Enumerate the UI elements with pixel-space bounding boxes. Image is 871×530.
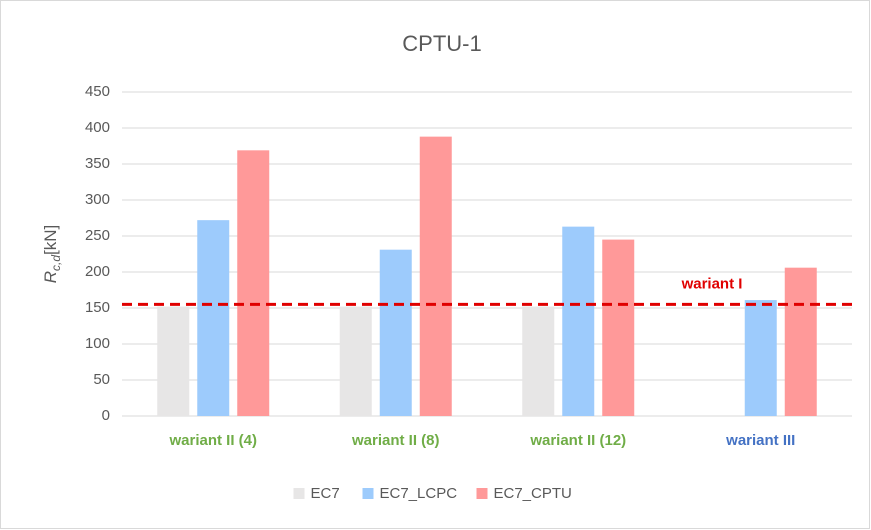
y-tick-label: 300 (85, 191, 110, 208)
y-axis-label: Rc,d[kN] (41, 225, 63, 284)
bar (419, 136, 452, 416)
legend-swatch (476, 488, 488, 499)
y-tick-label: 150 (85, 299, 110, 316)
y-label-symbol: R (41, 271, 60, 283)
legend-label: EC7_CPTU (494, 485, 572, 502)
y-label-subscript: c,d (49, 255, 63, 271)
x-tick-label: wariant II (8) (351, 432, 440, 449)
bar (562, 226, 595, 416)
y-tick-label: 0 (102, 407, 110, 424)
bar (379, 249, 412, 416)
y-tick-label: 400 (85, 119, 110, 136)
bar (237, 150, 270, 416)
chart-title: CPTU-1 (402, 31, 481, 56)
legend-swatch (293, 488, 305, 499)
y-tick-label: 250 (85, 227, 110, 244)
legend-swatch (362, 488, 374, 499)
y-tick-label: 200 (85, 263, 110, 280)
y-tick-label: 350 (85, 155, 110, 172)
y-tick-label: 450 (85, 83, 110, 100)
x-tick-label: wariant II (4) (168, 432, 257, 449)
bar (197, 220, 230, 416)
x-tick-label: wariant III (725, 432, 795, 449)
legend-label: EC7_LCPC (380, 485, 458, 502)
bar (602, 239, 635, 416)
y-tick-label: 50 (93, 371, 110, 388)
bar (744, 300, 777, 416)
x-tick-label: wariant II (12) (529, 432, 626, 449)
bar (522, 306, 555, 416)
y-label-unit: [kN] (41, 225, 60, 255)
y-tick-label: 100 (85, 335, 110, 352)
bar (157, 306, 190, 416)
reference-label: wariant I (681, 275, 743, 292)
bar (784, 267, 817, 416)
legend-label: EC7 (311, 485, 340, 502)
bar (339, 306, 372, 416)
